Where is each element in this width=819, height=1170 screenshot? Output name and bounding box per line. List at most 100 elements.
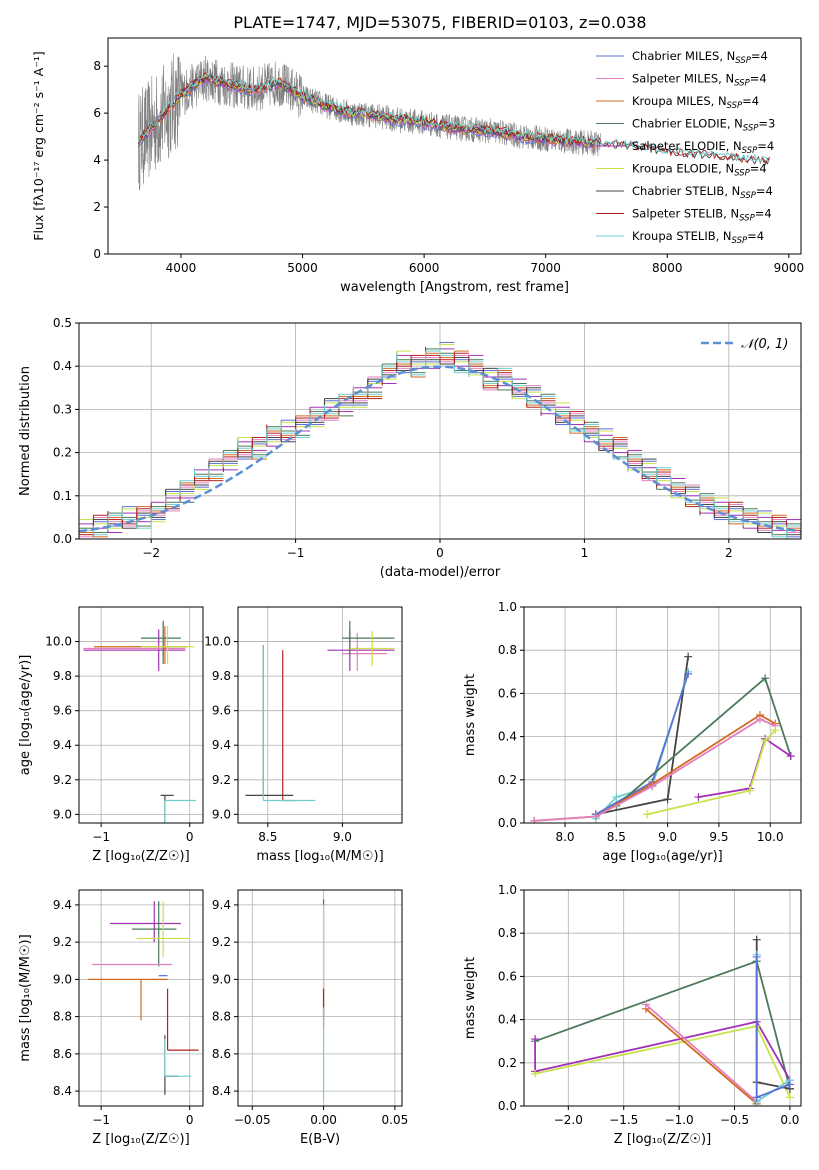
weight-marker [531, 1035, 540, 1044]
x-axis-label: mass [log₁₀(M/M☉)] [256, 849, 383, 864]
x-axis-label: age [log₁₀(age/yr)] [602, 849, 723, 864]
x-tick-label: 2 [725, 546, 733, 560]
y-tick-label: 0.3 [53, 402, 72, 416]
y-tick-label: 0.2 [53, 446, 72, 460]
y-tick-label: 8 [93, 59, 101, 73]
x-axis-label: Z [log₁₀(Z/Z☉)] [92, 1132, 189, 1147]
x-tick-label: 4000 [166, 261, 197, 275]
y-tick-label: 0.6 [498, 686, 517, 700]
weight-marker [761, 736, 770, 745]
y-tick-label: 8.8 [212, 1010, 231, 1024]
y-tick-label: 9.2 [212, 935, 231, 949]
panel-weight-vs-Z: −2.0 −1.5 −1.0 −0.5 0.0 0.0 0.2 0.4 0.6 0.8 1.0 Z [… [463, 883, 802, 1147]
x-axis-label: wavelength [Angstrom, rest frame] [340, 280, 569, 295]
legend-entry: Chabrier STELIB, NSSP=4 [632, 184, 773, 201]
y-tick-label: 0.8 [498, 643, 517, 657]
y-tick-label: 8.6 [212, 1047, 231, 1061]
axes-frame [523, 606, 802, 824]
axes-frame [523, 889, 802, 1107]
weight-marker [643, 810, 652, 819]
y-tick-label: 0.0 [53, 532, 72, 546]
x-tick-label: −0.05 [234, 1113, 271, 1127]
y-tick-label: 8.4 [212, 1084, 231, 1098]
legend-entry: Chabrier ELODIE, NSSP=3 [632, 117, 775, 134]
x-tick-label: 9000 [774, 261, 805, 275]
x-tick-label: −0.5 [720, 1113, 749, 1127]
y-tick-label: 8.6 [53, 1047, 72, 1061]
weight-marker [755, 715, 764, 724]
y-tick-label: 9.4 [212, 898, 231, 912]
weight-line-4 [645, 1008, 758, 1105]
observed-spectrum [138, 53, 601, 191]
y-tick-label: 0.4 [498, 730, 517, 744]
legend-entry: Kroupa MILES, NSSP=4 [632, 94, 759, 111]
y-tick-label: 9.2 [53, 773, 72, 787]
y-tick-label: 1.0 [498, 883, 517, 897]
legend-entry: Kroupa ELODIE, NSSP=4 [632, 162, 767, 179]
panel-mass-vs-Z: −1 0 8.4 8.6 8.8 9.0 9.2 9.4 Z [log₁₀(Z/Z☉)] mass… [18, 889, 204, 1147]
x-tick-label: 9.5 [709, 830, 728, 844]
x-tick-label: 5000 [287, 261, 318, 275]
panel-weight-vs-age: 8.0 8.5 9.0 9.5 10.0 0.0 0.2 0.4 0.6 0.8 1.0 age [l… [463, 600, 802, 864]
weight-marker [745, 786, 754, 795]
y-tick-label: 10.0 [45, 635, 72, 649]
y-tick-label: 0.5 [53, 316, 72, 330]
weight-line-3 [595, 673, 689, 816]
weight-marker [785, 1080, 794, 1089]
weight-marker [530, 816, 539, 823]
axes-frame [78, 889, 204, 1107]
y-tick-label: 8.4 [53, 1084, 72, 1098]
x-tick-label: 6000 [409, 261, 440, 275]
plot-area [238, 890, 402, 1106]
x-tick-label: 0 [436, 546, 444, 560]
weight-marker [785, 1093, 794, 1102]
weight-line-2 [534, 1020, 791, 1081]
weight-marker [641, 1000, 650, 1009]
weight-line-5 [534, 713, 776, 822]
x-tick-label: 0.0 [780, 1113, 799, 1127]
figure-title: PLATE=1747, MJD=53075, FIBERID=0103, z=0… [233, 13, 646, 32]
y-tick-label: 0.4 [53, 359, 72, 373]
weight-marker [684, 669, 693, 678]
panel-age-vs-mass: 8.5 9.0 9.0 9.2 9.4 9.6 9.8 10.0 mass [log₁₀(M/M… [204, 606, 403, 864]
x-tick-label: −1.5 [609, 1113, 638, 1127]
weight-marker [663, 795, 672, 804]
y-tick-label: 9.4 [53, 898, 72, 912]
x-tick-label: 8.5 [258, 830, 277, 844]
y-axis-label: mass weight [463, 957, 478, 1039]
axes-frame [107, 37, 802, 255]
y-tick-label: 0.4 [498, 1013, 517, 1027]
weight-line-1 [534, 960, 791, 1089]
y-tick-label: 10.0 [204, 635, 231, 649]
x-axis-label: Z [log₁₀(Z/Z☉)] [614, 1132, 711, 1147]
x-axis-label: E(B-V) [300, 1132, 340, 1147]
x-tick-label: 10.0 [757, 830, 784, 844]
panel-age-vs-Z: −1 0 9.0 9.2 9.4 9.6 9.8 10.0 Z [log₁₀(Z/Z☉)] age… [18, 606, 204, 864]
plot-area [238, 607, 402, 823]
plot-area [79, 323, 801, 539]
weight-marker [761, 674, 770, 683]
y-axis-label: Normed distribution [18, 366, 33, 496]
legend-entry: 𝒩(0, 1) [741, 337, 788, 352]
weight-marker [752, 1093, 761, 1102]
y-tick-label: 9.8 [212, 669, 231, 683]
legend-entry: Salpeter MILES, NSSP=4 [632, 72, 767, 89]
y-tick-label: 9.8 [53, 669, 72, 683]
x-tick-label: 8.5 [607, 830, 626, 844]
legend-entry: Chabrier MILES, NSSP=4 [632, 49, 768, 66]
weight-line-8 [646, 729, 777, 816]
legend-entry: Salpeter STELIB, NSSP=4 [632, 207, 772, 224]
weight-line-5 [645, 1003, 758, 1103]
axes-frame [78, 606, 204, 824]
x-tick-label: 8000 [652, 261, 683, 275]
x-tick-label: 9.0 [333, 830, 352, 844]
weight-line-2 [595, 671, 689, 820]
y-tick-label: 0.8 [498, 926, 517, 940]
x-axis-label: (data-model)/error [380, 565, 501, 580]
x-tick-label: −2 [142, 546, 160, 560]
y-tick-label: 8.8 [53, 1010, 72, 1024]
y-tick-label: 9.0 [212, 972, 231, 986]
y-axis-label: Flux [fλ10⁻¹⁷ erg cm⁻² s⁻¹ A⁻¹] [31, 51, 46, 240]
y-tick-label: 0.2 [498, 773, 517, 787]
